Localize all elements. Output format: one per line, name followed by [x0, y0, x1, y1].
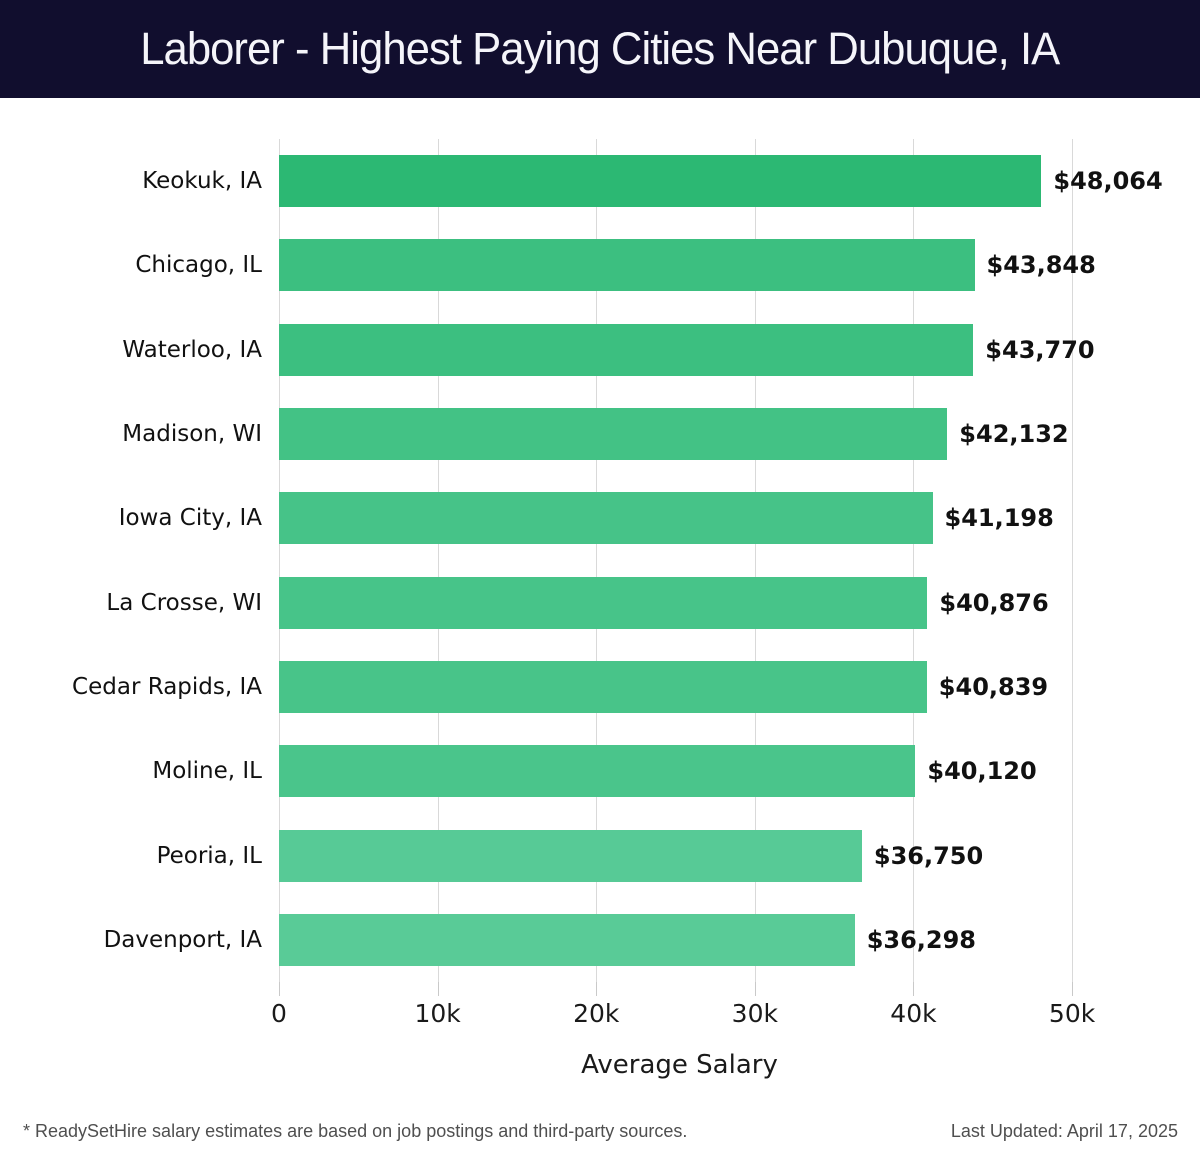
x-axis-title: Average Salary: [581, 1050, 778, 1080]
bar-row: Iowa City, IA $41,198: [0, 476, 1200, 560]
bar-row: Davenport, IA $36,298: [0, 898, 1200, 982]
salary-value-label: $42,132: [959, 420, 1069, 449]
footer-note: * ReadySetHire salary estimates are base…: [23, 1120, 688, 1141]
city-label: Waterloo, IA: [122, 336, 262, 363]
salary-value-label: $40,839: [938, 672, 1049, 701]
bar-row: Chicago, IL $43,848: [0, 223, 1200, 307]
footer-last-updated: Last Updated: April 17, 2025: [950, 1120, 1178, 1141]
gridline: [1072, 139, 1074, 982]
gridline: [596, 139, 598, 982]
bar-row: Madison, WI $42,132: [0, 392, 1200, 476]
salary-bar: [279, 745, 916, 798]
salary-bar: [279, 239, 975, 292]
salary-value-label: $43,848: [986, 251, 1096, 280]
city-label: Cedar Rapids, IA: [72, 673, 262, 700]
tick-label: 0: [271, 999, 287, 1028]
x-axis-ticks: [279, 982, 1080, 996]
gridline: [279, 139, 280, 982]
salary-value-label: $36,750: [873, 841, 984, 870]
x-axis-tick-labels: 0 10k 20k 30k 40k 50k: [271, 999, 1095, 1029]
tick-mark: [913, 982, 915, 996]
salary-value-label: $40,876: [939, 588, 1049, 617]
bar-row: Keokuk, IA $48,064: [0, 139, 1200, 223]
chart-title: Laborer - Highest Paying Cities Near Dub…: [140, 23, 1060, 74]
bar-row: Peoria, IL $36,750: [0, 813, 1200, 897]
tick-mark: [596, 982, 598, 996]
salary-bar: [279, 155, 1042, 208]
salary-bar: [279, 323, 974, 376]
salary-bar: [279, 660, 927, 713]
salary-bar: [279, 576, 928, 629]
gridline: [913, 139, 915, 982]
city-label: Iowa City, IA: [118, 505, 262, 532]
city-label: Keokuk, IA: [142, 168, 262, 195]
tick-label: 20k: [573, 999, 620, 1028]
salary-bar: [279, 913, 855, 966]
bar-rows: Keokuk, IA $48,064 Chicago, IL $43,848 W…: [0, 139, 1200, 982]
bar-row: Waterloo, IA $43,770: [0, 308, 1200, 392]
salary-value-label: $43,770: [985, 335, 1095, 364]
footer: * ReadySetHire salary estimates are base…: [23, 1116, 1178, 1146]
salary-bar: [279, 829, 862, 882]
tick-label: 10k: [414, 999, 461, 1028]
tick-mark: [754, 982, 756, 996]
bar-row: La Crosse, WI $40,876: [0, 560, 1200, 644]
tick-label: 40k: [890, 999, 937, 1028]
city-label: Chicago, IL: [135, 252, 262, 279]
city-label: Moline, IL: [152, 758, 262, 785]
tick-mark: [279, 982, 280, 996]
city-label: Davenport, IA: [103, 926, 262, 953]
tick-mark: [1072, 982, 1074, 996]
bar-row: Cedar Rapids, IA $40,839: [0, 645, 1200, 729]
salary-value-label: $41,198: [944, 504, 1054, 533]
salary-bar: [279, 492, 933, 545]
gridline: [437, 139, 439, 982]
city-label: Peoria, IL: [156, 842, 262, 869]
salary-bar: [279, 408, 948, 461]
gridline: [754, 139, 756, 982]
bar-row: Moline, IL $40,120: [0, 729, 1200, 813]
tick-label: 50k: [1048, 999, 1096, 1028]
salary-value-label: $36,298: [866, 925, 976, 954]
plot-area: [279, 139, 1080, 982]
title-bar: Laborer - Highest Paying Cities Near Dub…: [0, 0, 1200, 98]
tick-mark: [437, 982, 439, 996]
tick-label: 30k: [731, 999, 778, 1028]
city-label: Madison, WI: [122, 421, 262, 448]
city-label: La Crosse, WI: [106, 589, 262, 616]
salary-value-label: $40,120: [927, 757, 1037, 786]
salary-value-label: $48,064: [1053, 167, 1163, 196]
